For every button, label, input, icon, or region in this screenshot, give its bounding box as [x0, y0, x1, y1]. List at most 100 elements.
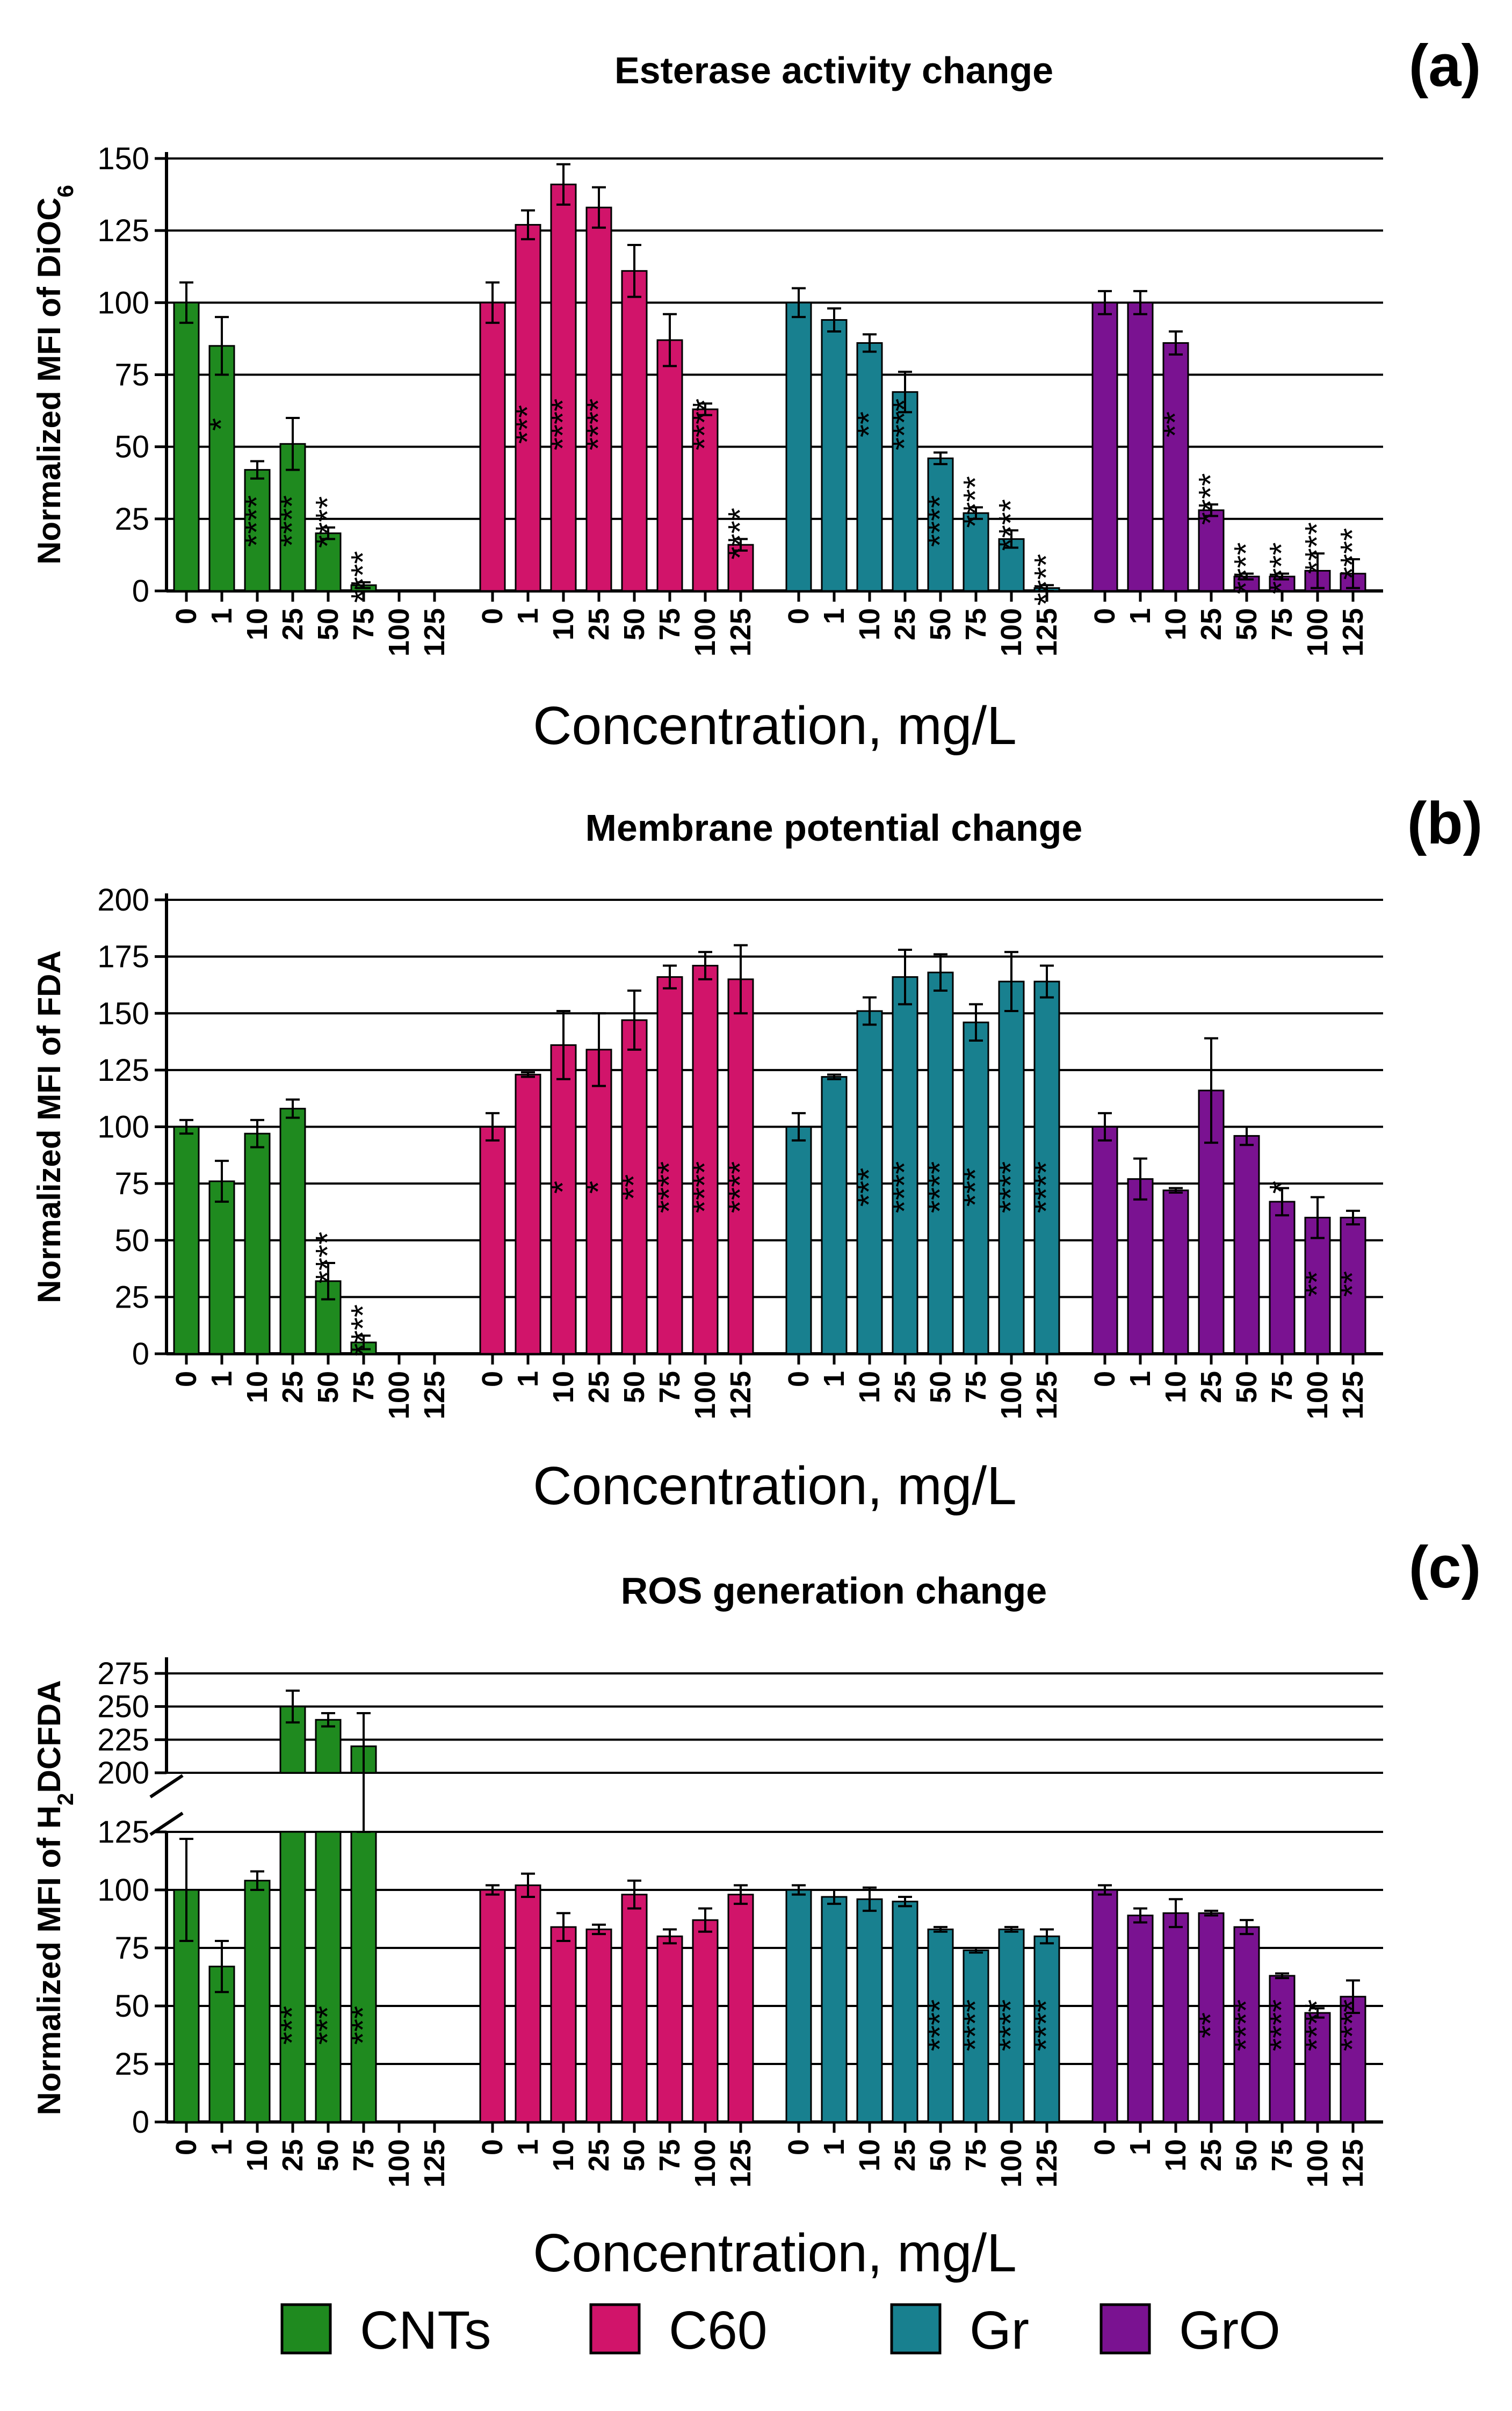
- chart-esterase-activity: Esterase activity change0255075100125150…: [31, 49, 1383, 756]
- panel-label-c: (c): [1409, 1534, 1481, 1600]
- significance-label: ****: [886, 399, 923, 451]
- x-tick-label: 125: [725, 608, 757, 656]
- significance-label: **: [1299, 1271, 1336, 1297]
- significance-label: *: [580, 1181, 617, 1194]
- legend-swatch-c60: [589, 2303, 641, 2355]
- significance-label: ****: [1299, 522, 1336, 574]
- bar-c60: [479, 1889, 506, 2123]
- significance-label: ****: [722, 1161, 759, 1214]
- significance-label: ****: [580, 399, 617, 451]
- x-tick-label: 50: [312, 1371, 344, 1403]
- y-tick-label: 0: [132, 1337, 149, 1371]
- y-tick-label: 50: [114, 430, 149, 465]
- x-tick-label: 0: [476, 608, 509, 624]
- bar-gr: [998, 980, 1025, 1355]
- bar-gr: [927, 457, 954, 592]
- legend-label-c60: C60: [669, 2300, 767, 2361]
- significance-label: ****: [1263, 543, 1300, 595]
- bar-gr: [1033, 980, 1060, 1355]
- x-axis-label: Concentration, mg/L: [533, 2223, 1017, 2283]
- significance-label: ****: [1263, 1999, 1300, 2052]
- x-tick-label: 25: [1195, 2139, 1227, 2171]
- bar-gr: [856, 1898, 883, 2123]
- panel-label-b: (b): [1407, 790, 1482, 856]
- y-tick-label: 75: [114, 1166, 149, 1201]
- x-tick-label: 75: [1266, 1371, 1298, 1403]
- significance-label: ***: [851, 1168, 888, 1207]
- bar-c60: [727, 1894, 754, 2123]
- x-tick-label: 1: [818, 1371, 850, 1387]
- x-axis-label: Concentration, mg/L: [533, 1456, 1017, 1516]
- y-tick-label: 150: [97, 141, 149, 176]
- x-tick-label: 125: [1031, 1371, 1063, 1419]
- x-tick-label: 0: [170, 1371, 202, 1387]
- x-tick-label: 125: [1337, 608, 1369, 656]
- bar-gro: [1091, 1126, 1118, 1355]
- bar-c60: [550, 183, 577, 592]
- significance-label: ****: [922, 495, 959, 547]
- x-tick-label: 1: [818, 608, 850, 624]
- significance-label: ***: [957, 1168, 994, 1207]
- x-tick-label: 50: [924, 2139, 957, 2171]
- x-tick-label: 25: [583, 1371, 615, 1403]
- x-tick-label: 125: [1031, 608, 1063, 656]
- x-tick-label: 100: [689, 1371, 721, 1419]
- bar-gr: [892, 391, 918, 592]
- x-tick-label: 0: [1089, 2139, 1121, 2155]
- x-tick-label: 50: [312, 608, 344, 640]
- significance-label: ****: [238, 495, 276, 547]
- bar-gro: [1091, 301, 1118, 592]
- significance-label: ****: [957, 476, 994, 528]
- x-tick-label: 1: [1124, 608, 1156, 624]
- significance-label: ****: [686, 399, 724, 451]
- significance-label: ****: [1299, 1999, 1336, 2052]
- y-tick-label: 75: [114, 1931, 149, 1966]
- x-tick-label: 1: [818, 2139, 850, 2155]
- significance-label: ****: [957, 1999, 994, 2052]
- bar-gro: [1162, 342, 1189, 592]
- x-tick-label: 0: [1089, 1371, 1121, 1387]
- x-tick-label: 10: [853, 2139, 886, 2171]
- x-tick-label: 25: [277, 2139, 309, 2171]
- y-tick-label: 25: [114, 502, 149, 537]
- x-tick-label: 75: [960, 608, 992, 640]
- significance-label: ****: [722, 508, 759, 560]
- significance-label: ****: [993, 1161, 1030, 1214]
- axis-break-mark: [149, 1811, 184, 1836]
- legend-swatch-gr: [890, 2303, 942, 2355]
- significance-label: ****: [1028, 1999, 1065, 2052]
- x-tick-label: 1: [206, 608, 238, 624]
- x-tick-label: 100: [383, 2139, 415, 2188]
- significance-label: *: [545, 1181, 582, 1194]
- x-tick-label: 10: [547, 2139, 580, 2171]
- bar-cnts: [279, 1108, 306, 1355]
- legend-label-gr: Gr: [970, 2300, 1029, 2361]
- x-tick-label: 25: [1195, 608, 1227, 640]
- bar-gr: [1033, 1935, 1060, 2123]
- bar-gr: [785, 1889, 812, 2123]
- x-axis-label: Concentration, mg/L: [533, 696, 1017, 756]
- x-tick-label: 75: [654, 1371, 686, 1403]
- bar-gro: [1127, 301, 1154, 592]
- x-tick-label: 25: [889, 1371, 921, 1403]
- legend: CNTs C60 Gr GrO: [280, 2300, 1281, 2361]
- x-tick-label: 75: [348, 608, 380, 640]
- x-tick-label: 0: [170, 2139, 202, 2155]
- bar-c60: [479, 1126, 506, 1355]
- legend-label-gro: GrO: [1179, 2300, 1281, 2361]
- bar-c60: [621, 270, 648, 592]
- bar-gro: [1269, 1975, 1296, 2123]
- bar-gr: [785, 1126, 812, 1355]
- legend-swatch-gro: [1099, 2303, 1151, 2355]
- bar-gro: [1304, 1217, 1331, 1355]
- x-tick-label: 50: [618, 608, 650, 640]
- significance-label: ****: [345, 1304, 382, 1356]
- x-tick-label: 125: [418, 1371, 451, 1419]
- y-tick-label: 125: [97, 1053, 149, 1088]
- bar-gr: [785, 301, 812, 592]
- bar-cnts: [244, 1880, 271, 2123]
- bar-cnts: [244, 1132, 271, 1355]
- chart-membrane-potential: Membrane potential change025507510012515…: [31, 807, 1383, 1516]
- x-tick-label: 10: [1160, 608, 1192, 640]
- bar-c60: [585, 1928, 612, 2123]
